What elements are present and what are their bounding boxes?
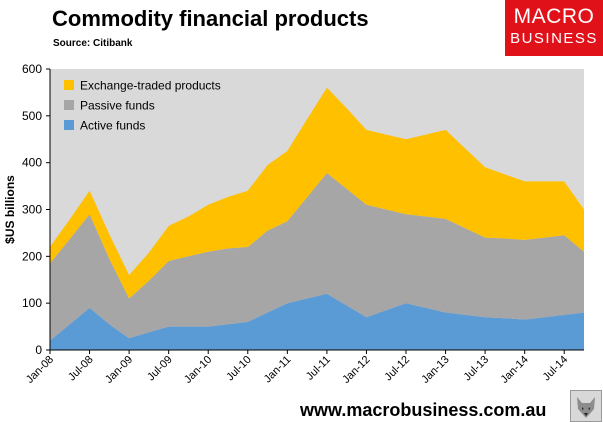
- x-tick-label: Jul-10: [224, 354, 254, 384]
- x-tick-label: Jan-08: [24, 354, 56, 386]
- logo-line-macro: MACRO: [513, 5, 595, 28]
- x-tick-label: Jul-11: [304, 354, 333, 383]
- chart-source: Source: Citibank: [53, 38, 133, 49]
- area-active-funds: [50, 293, 584, 350]
- x-tick-label: Jan-12: [340, 354, 372, 386]
- legend-label: Active funds: [80, 119, 145, 133]
- x-tick-label: Jan-09: [103, 354, 135, 386]
- legend-swatch: [64, 80, 74, 90]
- area-exchange-traded-products: [50, 87, 584, 299]
- y-tick-label: 600: [22, 62, 42, 76]
- macrobusiness-logo: MACRO BUSINESS: [505, 0, 603, 56]
- y-tick-label: 400: [22, 156, 42, 170]
- y-tick-label: 300: [22, 203, 42, 217]
- x-tick-label: Jan-11: [262, 354, 294, 386]
- x-tick-label: Jan-13: [419, 354, 451, 386]
- chart-title: Commodity financial products: [52, 6, 369, 31]
- x-tick-label: Jul-14: [541, 354, 571, 384]
- x-tick-label: Jan-14: [499, 354, 531, 386]
- logo-line-business: BUSINESS: [510, 30, 598, 47]
- chart-legend: Exchange-traded products Passive funds Act…: [64, 79, 221, 133]
- y-tick-label: 500: [22, 109, 42, 123]
- y-axis-label: $US billions: [3, 175, 17, 244]
- wolf-mascot-icon: [570, 390, 602, 422]
- area-passive-funds: [50, 173, 584, 341]
- x-tick-label: Jul-13: [462, 354, 492, 384]
- x-tick-label: Jul-08: [66, 354, 96, 384]
- legend-swatch: [64, 100, 74, 110]
- legend-swatch: [64, 120, 74, 130]
- x-tick-label: Jan-10: [182, 354, 214, 386]
- website-url: www.macrobusiness.com.au: [300, 400, 547, 420]
- x-tick-label: Jul-09: [145, 354, 175, 384]
- legend-label: Passive funds: [80, 99, 155, 113]
- y-tick-label: 0: [35, 343, 42, 357]
- y-tick-label: 200: [22, 249, 42, 263]
- legend-label: Exchange-traded products: [80, 79, 221, 93]
- x-tick-label: Jul-12: [382, 354, 412, 384]
- y-tick-label: 100: [22, 296, 42, 310]
- area-series-group: [50, 87, 584, 350]
